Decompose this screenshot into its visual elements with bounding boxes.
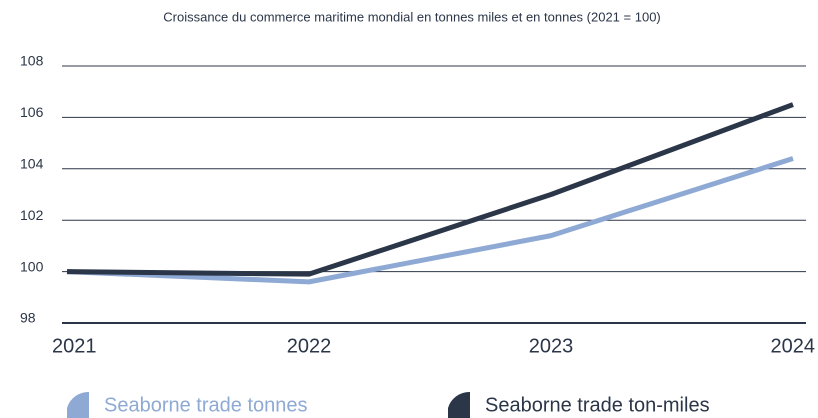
y-tick-label: 98 <box>20 310 36 326</box>
x-tick-label: 2024 <box>771 335 816 357</box>
chart-title: Croissance du commerce maritime mondial … <box>163 9 661 24</box>
y-tick-label: 100 <box>20 258 44 274</box>
x-tick-label: 2022 <box>287 335 332 357</box>
y-tick-label: 102 <box>20 207 44 223</box>
legend-swatch <box>448 391 470 418</box>
line-series <box>66 102 794 277</box>
legend-label: Seaborne trade tonnes <box>104 394 308 416</box>
y-tick-label: 108 <box>20 53 44 69</box>
line-series <box>66 156 794 285</box>
legend-swatch <box>67 391 89 418</box>
y-tick-label: 104 <box>20 156 44 172</box>
legend-label: Seaborne trade ton-miles <box>485 394 710 416</box>
y-tick-label: 106 <box>20 104 44 120</box>
x-tick-label: 2021 <box>52 335 97 357</box>
x-tick-label: 2023 <box>529 335 574 357</box>
